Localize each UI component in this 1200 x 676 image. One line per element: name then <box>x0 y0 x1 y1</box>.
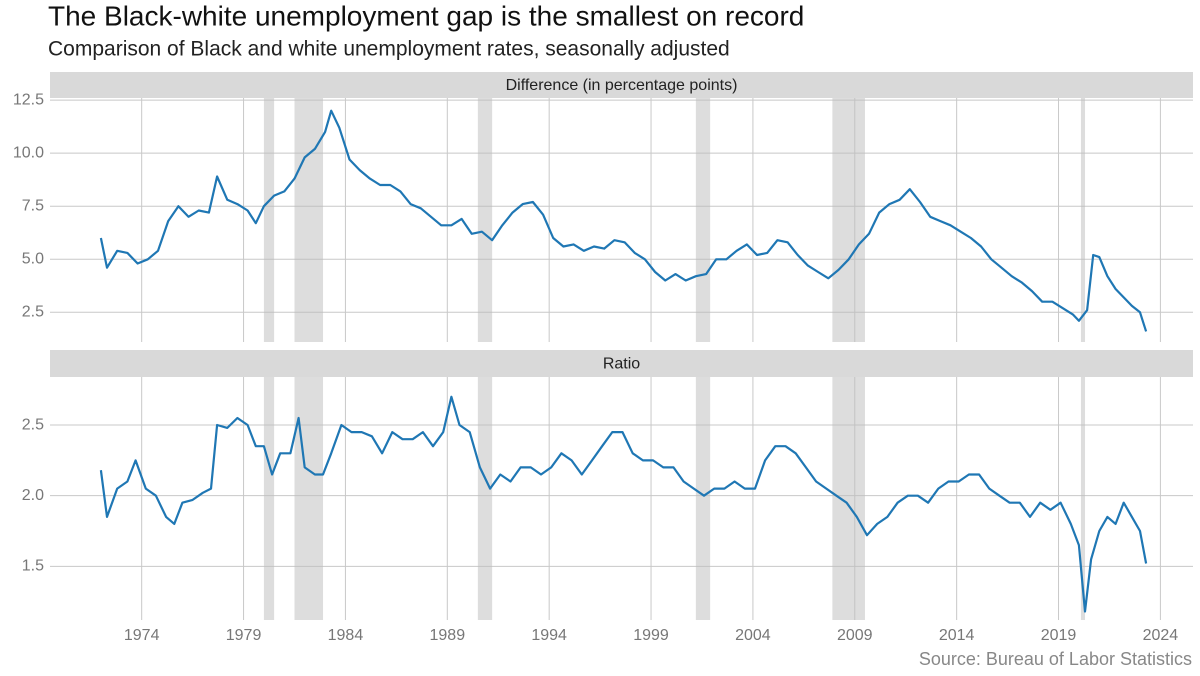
chart-title: The Black-white unemployment gap is the … <box>48 0 804 31</box>
x-tick-label: 1994 <box>531 627 567 644</box>
recession-band <box>294 98 324 342</box>
y-tick-label: 2.5 <box>22 416 44 433</box>
recession-band <box>1080 377 1086 620</box>
recession-band <box>477 98 493 342</box>
panel-title: Difference (in percentage points) <box>506 77 738 94</box>
y-tick-label: 1.5 <box>22 558 44 575</box>
y-tick-label: 2.0 <box>22 487 44 504</box>
data-line <box>99 395 1148 613</box>
source: Source: Bureau of Labor Statistics <box>919 649 1192 669</box>
x-tick-label: 2004 <box>735 627 771 644</box>
recession-band <box>695 98 711 342</box>
y-tick-label: 10.0 <box>13 144 44 161</box>
x-tick-label: 2014 <box>939 627 975 644</box>
recession-band <box>263 98 275 342</box>
x-tick-label: 1999 <box>633 627 669 644</box>
recession-band <box>1080 98 1086 342</box>
recession-band <box>263 377 275 620</box>
chart-subtitle: Comparison of Black and white unemployme… <box>48 38 730 61</box>
x-tick-label: 1974 <box>124 627 160 644</box>
x-tick-label: 1984 <box>328 627 364 644</box>
panel-title: Ratio <box>603 356 640 373</box>
recession-band <box>832 98 865 342</box>
data-line <box>99 109 1148 332</box>
y-tick-label: 7.5 <box>22 197 44 214</box>
y-tick-label: 2.5 <box>22 304 44 321</box>
y-tick-label: 5.0 <box>22 250 44 267</box>
x-tick-label: 1979 <box>226 627 262 644</box>
recession-band <box>832 377 865 620</box>
recession-band <box>294 377 324 620</box>
x-tick-label: 1989 <box>430 627 466 644</box>
panel-strip <box>50 350 1193 377</box>
recession-band <box>477 377 493 620</box>
panel-strip <box>50 72 1193 98</box>
x-tick-label: 2009 <box>837 627 873 644</box>
y-tick-label: 12.5 <box>13 91 44 108</box>
recession-band <box>695 377 711 620</box>
x-tick-label: 2024 <box>1143 627 1179 644</box>
x-tick-label: 2019 <box>1041 627 1077 644</box>
